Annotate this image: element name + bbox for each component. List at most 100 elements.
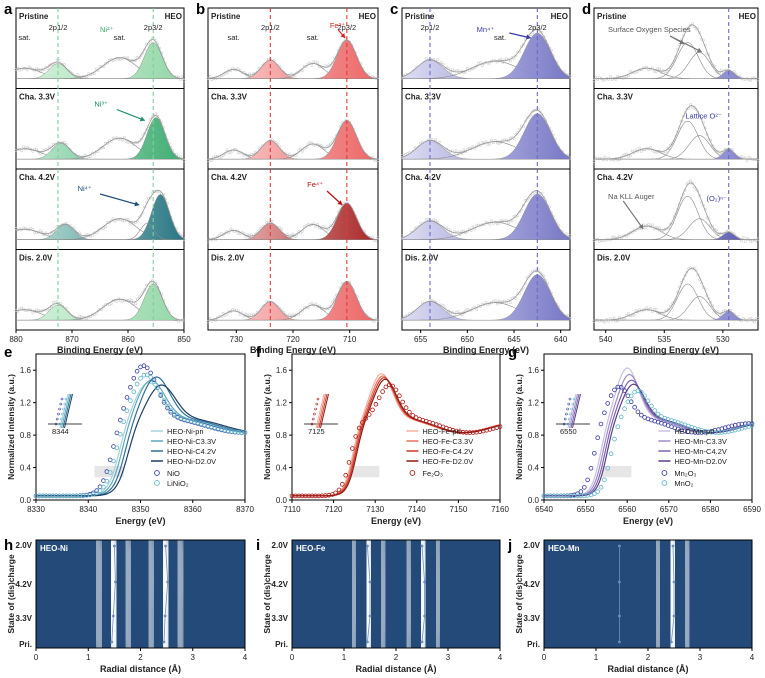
raw-data-point [564,232,568,236]
inset-point [57,412,60,416]
x-axis-label: Radial distance (Å) [607,664,688,674]
peak-label: 2p3/2 [528,23,547,32]
xps-panel-b: b Pristine HEO Cha. 3.3V Cha. 4.2V Dis. 2.0V s… [196,1,380,355]
reference-point [407,409,412,415]
y-tick-label: Pri. [19,640,32,649]
x-tick-label: 880 [9,335,23,344]
x-tick-label: 3 [698,653,703,662]
peak-annotation: (O₂)ⁿ⁻ [706,194,726,203]
reference-point [165,403,170,409]
x-tick-label: 6550 [577,505,595,514]
raw-data-point [632,229,636,232]
arrow-head [134,201,140,207]
inset-edge [62,393,72,429]
x-tick-label: 7130 [366,505,384,514]
x-axis-label: Radial distance (Å) [355,664,436,674]
ridge-point [618,544,621,548]
y-tick-label: 1.6 [276,366,288,375]
raw-data-point [749,79,753,82]
reference-point [350,446,355,451]
legend-entry: MnO₂ [674,479,693,488]
raw-data-point [490,219,494,223]
spectrum-frame [401,249,571,331]
reference-point [390,383,395,389]
reference-point [602,410,607,416]
reference-point [151,379,157,385]
raw-data-point [452,152,456,156]
raw-data-point [270,219,274,223]
reference-point [94,488,99,493]
raw-data-point [627,312,631,316]
raw-data-point [458,150,462,154]
reference-point [161,398,167,404]
x-tick-label: 640 [554,335,568,344]
raw-data-point [605,158,609,162]
raw-data-point [139,137,143,141]
x-tick-label: 720 [286,335,300,344]
raw-data-point [98,147,102,151]
ridge-trace [367,545,371,643]
raw-data-point [238,312,242,316]
reference-point [380,389,385,394]
legend-entry: HEO-Fe-C4.2V [422,447,473,456]
raw-data-point [754,239,758,243]
x-tick-label: 7120 [325,505,343,514]
x-tick-label: 3 [191,653,196,662]
raw-data-point [592,79,596,83]
reference-point [114,445,120,451]
raw-data-point [599,238,603,242]
ridge-point [423,614,426,618]
y-tick-label: 0.8 [528,431,540,440]
reference-point [588,465,594,471]
raw-data-point [480,64,484,68]
inset-point [569,412,572,416]
raw-data-point [667,307,671,311]
xanes-panel-g: g 6540 6550 6560 6570 6580 6590 0.0 0.4 0.8 1.2 1.6… [508,344,761,526]
fitted-peak [16,223,184,240]
fit-envelope [594,105,758,160]
raw-data-point [46,308,50,312]
legend-entry: Fe₂O₃ [422,469,443,478]
reference-point [299,493,305,499]
raw-data-point [280,228,284,232]
raw-data-point [471,225,475,229]
inset-label: 6550 [560,427,577,436]
raw-data-point [299,147,303,151]
heatmap-bands [346,540,446,648]
raw-data-point [506,221,510,225]
raw-data-point [436,58,439,62]
fit-envelope [15,189,185,239]
raw-data-point [306,306,310,310]
raw-data-point [753,158,756,162]
spectrum-frame [593,249,759,331]
raw-data-point [400,234,404,238]
legend-entry: HEO-Fe-C3.3V [422,437,473,446]
inset-edge [570,393,580,429]
inset-point [570,407,573,411]
heatmap-background [292,540,500,648]
raw-data-point [104,225,108,229]
reference-point [151,377,157,383]
raw-data-point [117,297,121,301]
x-tick-label: 730 [230,335,244,344]
raw-data-point [618,158,621,162]
fitted-peak [401,274,571,321]
y-tick-label: 3.3V [272,614,289,623]
raw-data-point [154,112,158,116]
raw-data-point [603,155,607,159]
reference-point [124,395,130,400]
raw-data-point [35,147,38,151]
ridge-point [163,614,167,618]
raw-data-point [50,62,53,66]
reference-point [571,493,577,499]
raw-data-point [76,73,80,76]
inset-label: 7125 [308,427,325,436]
arrow-head [337,200,343,205]
raw-data-point [115,300,119,303]
reference-point [649,403,654,409]
ridge-point [164,544,167,548]
reference-point [605,401,610,406]
state-label: Pristine [211,12,241,21]
raw-data-point [229,150,233,154]
sample-label: HEO [551,12,568,21]
